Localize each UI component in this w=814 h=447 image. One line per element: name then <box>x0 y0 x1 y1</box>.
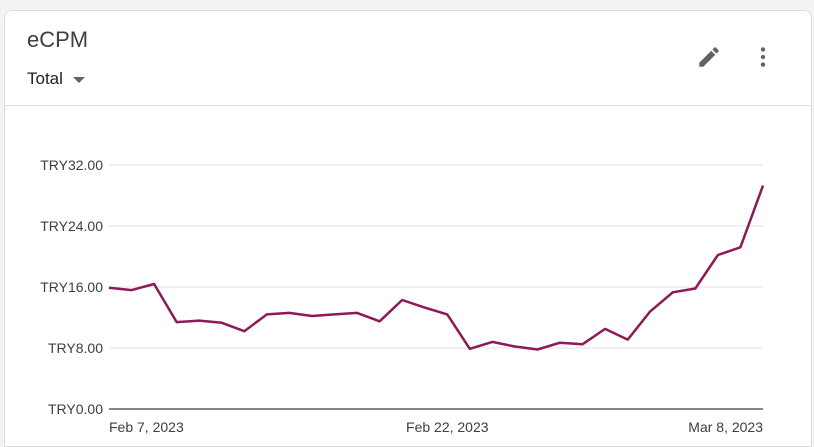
ecpm-card: eCPM Total TRY0.00 TRY8.00 TRY16.00 TRY24.0… <box>4 10 812 447</box>
more-vert-icon <box>760 47 766 67</box>
y-tick-label: TRY32.00 <box>40 157 103 173</box>
card-title: eCPM <box>27 27 89 52</box>
x-tick-label: Feb 22, 2023 <box>406 419 489 435</box>
total-dropdown[interactable]: Total <box>27 69 85 89</box>
y-tick-label: TRY8.00 <box>48 340 103 356</box>
card-header: eCPM Total <box>5 11 811 106</box>
ecpm-line-chart: TRY0.00 TRY8.00 TRY16.00 TRY24.00 TRY32.00 F… <box>40 157 765 435</box>
y-tick-label: TRY0.00 <box>48 401 103 417</box>
x-tick-label: Feb 7, 2023 <box>109 419 184 435</box>
y-tick-label: TRY16.00 <box>40 279 103 295</box>
more-options-button[interactable] <box>747 41 779 73</box>
pencil-icon <box>699 47 719 67</box>
dropdown-label: Total <box>27 69 63 88</box>
x-tick-label: Mar 8, 2023 <box>688 419 763 435</box>
y-tick-label: TRY24.00 <box>40 218 103 234</box>
series-line-ecpm <box>108 185 765 351</box>
edit-button[interactable] <box>693 41 725 73</box>
caret-down-icon <box>72 77 85 83</box>
